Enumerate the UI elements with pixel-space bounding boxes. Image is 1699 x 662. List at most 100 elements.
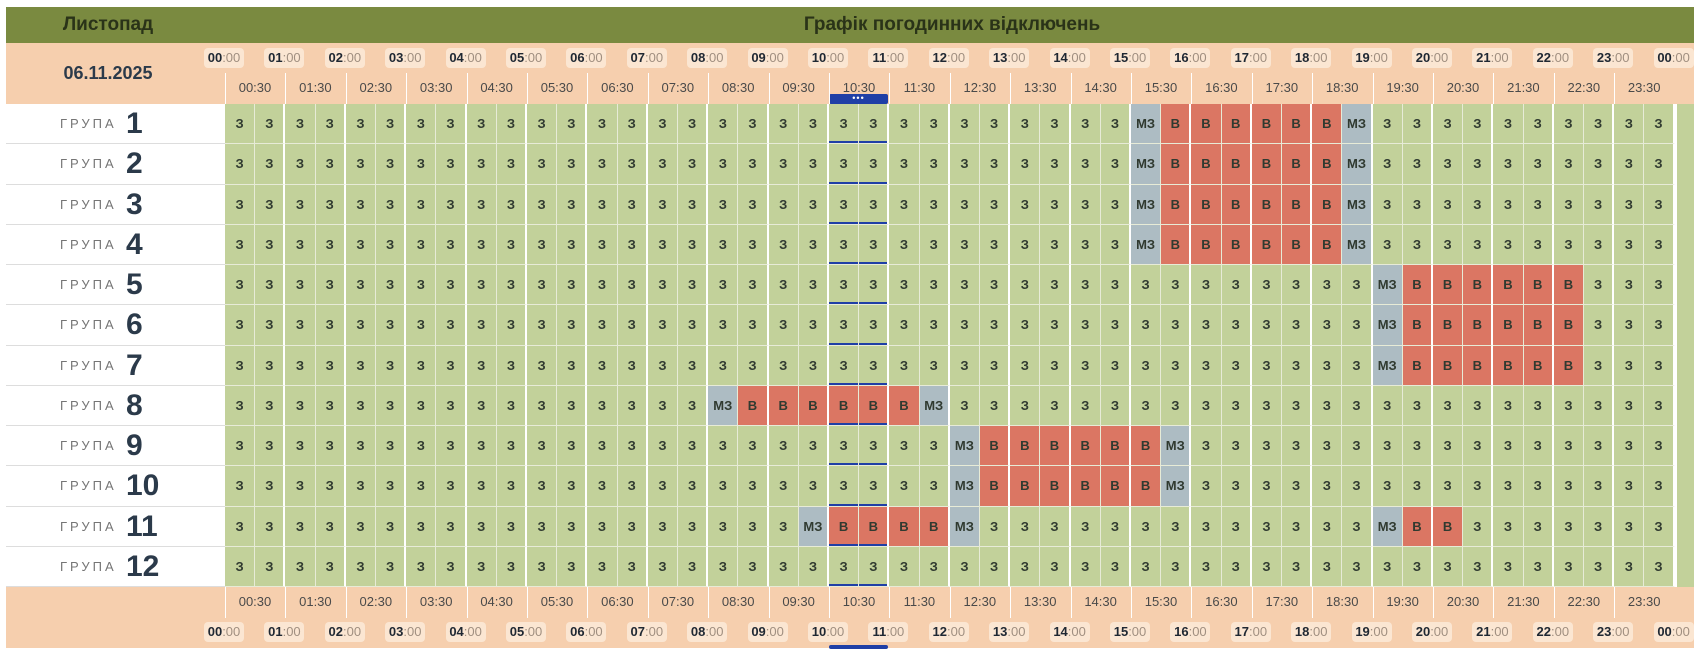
hour-label: 12:00 [928, 48, 969, 68]
hour-divider [647, 587, 649, 618]
schedule-cell-on: З [829, 184, 860, 225]
schedule-cell-on: З [708, 506, 739, 547]
schedule-cell-on: З [557, 385, 588, 426]
schedule-cell-on: З [225, 265, 256, 306]
hour-label: 14:00 [1049, 622, 1090, 642]
schedule-cell-on: З [1402, 426, 1433, 467]
schedule-cell-on: З [1463, 546, 1494, 587]
schedule-cell-off: В [1282, 144, 1313, 185]
schedule-cell-on: З [315, 184, 346, 225]
schedule-cell-on: З [1463, 385, 1494, 426]
schedule-cell-on: З [285, 224, 316, 265]
schedule-cell-on: З [768, 466, 799, 507]
group-number: 2 [126, 147, 143, 181]
schedule-cell-on: З [1614, 506, 1645, 547]
schedule-cell-on: З [1433, 466, 1464, 507]
group-word: ГРУПА [60, 518, 117, 534]
time-header-bottom: 00:00 01:00 02:00 03:00 04:00 05:00 06:00 07:00… [6, 587, 1694, 649]
schedule-cell-on: З [949, 546, 980, 587]
schedule-cell-on: З [798, 305, 829, 346]
half-hour-label: 01:30 [299, 594, 332, 609]
hour-label: 06:00 [566, 48, 607, 68]
schedule-cell-on: З [285, 305, 316, 346]
schedule-cell-on: З [225, 305, 256, 346]
hour-divider [1251, 587, 1253, 618]
schedule-cell-on: З [255, 466, 286, 507]
hour-label: 20:00 [1412, 48, 1452, 68]
group-word: ГРУПА [60, 397, 117, 413]
half-hour-label: 11:30 [903, 594, 936, 609]
schedule-cell-on: З [557, 104, 588, 145]
schedule-cell-off: В [1131, 426, 1162, 467]
schedule-cell-on: З [738, 224, 769, 265]
group-number: 5 [126, 268, 143, 301]
schedule-cell-on: З [738, 506, 769, 547]
schedule-cell-on: З [980, 546, 1011, 587]
schedule-cell-on: З [1644, 385, 1675, 426]
schedule-cell-on: З [1040, 305, 1071, 346]
schedule-cell-maybe: МЗ [1372, 305, 1403, 346]
schedule-cell-on: З [889, 104, 920, 145]
hour-label: 01:00 [264, 622, 305, 642]
schedule-cell-off: В [1010, 466, 1041, 507]
schedule-cell-on: З [1493, 184, 1524, 225]
schedule-cell-on: З [768, 144, 799, 185]
schedule-cell-on: З [255, 506, 286, 547]
schedule-cell-on: З [1312, 345, 1343, 386]
hour-label: 15:00 [1110, 48, 1150, 68]
hour-divider [527, 73, 528, 104]
schedule-cell-maybe: МЗ [949, 506, 980, 547]
schedule-cell-on: З [345, 184, 376, 225]
schedule-cell-on: З [859, 144, 890, 185]
schedule-cell-on: З [1584, 506, 1615, 547]
schedule-cell-off: В [768, 385, 799, 426]
schedule-cell-on: З [949, 104, 980, 145]
half-hour-label: 22:30 [1567, 594, 1601, 609]
hour-divider [829, 73, 830, 104]
schedule-cell-on: З [315, 104, 346, 145]
schedule-cell-on: З [1131, 345, 1162, 386]
schedule-cell-on: З [496, 184, 527, 225]
schedule-cell-on: З [466, 546, 497, 587]
schedule-cell-on: З [406, 224, 437, 265]
schedule-cell-off: В [738, 385, 769, 426]
schedule-cell-on: З [1221, 506, 1252, 547]
date-label: 06.11.2025 [63, 63, 153, 83]
schedule-cell-maybe: МЗ [949, 426, 980, 467]
schedule-cell-maybe: МЗ [1372, 506, 1403, 547]
schedule-cell-on: З [1010, 305, 1041, 346]
schedule-cell-on: З [617, 546, 648, 587]
group-schedule-row: З З З З З З З З З З З З З З З З З З З З З З З З З З З З З З З З З З З З З З МЗ… [225, 345, 1675, 386]
schedule-cell-on: З [1553, 466, 1584, 507]
group-word: ГРУПА [60, 277, 117, 292]
hour-divider [1614, 587, 1616, 618]
half-hour-label: 03:30 [419, 80, 453, 95]
schedule-cell-on: З [466, 144, 497, 185]
schedule-cell-off: В [1402, 305, 1433, 346]
schedule-cell-on: З [798, 224, 829, 265]
schedule-cell-on: З [527, 305, 558, 346]
schedule-cell-on: З [1372, 224, 1403, 265]
hour-label: 18:00 [1291, 48, 1332, 68]
hour-label: 12:00 [928, 622, 969, 642]
schedule-cell-on: З [285, 506, 316, 547]
hour-divider [1070, 587, 1072, 618]
schedule-cell-on: З [1312, 466, 1343, 507]
half-hour-label: 22:30 [1567, 80, 1601, 95]
schedule-cell-on: З [1584, 265, 1615, 306]
half-hour-label: 15:30 [1144, 80, 1178, 95]
hour-divider [406, 587, 408, 618]
schedule-cell-on: З [587, 426, 618, 467]
schedule-cell-on: З [647, 345, 678, 386]
schedule-cell-on: З [1463, 184, 1494, 225]
half-hour-label: 21:30 [1507, 80, 1540, 95]
schedule-cell-on: З [376, 385, 407, 426]
schedule-cell-on: З [527, 546, 558, 587]
hour-divider [1493, 73, 1495, 104]
schedule-cell-off: В [1010, 426, 1041, 467]
schedule-cell-off: В [1523, 265, 1554, 306]
schedule-cell-on: З [949, 385, 980, 426]
schedule-cell-on: З [496, 265, 527, 306]
schedule-cell-on: З [949, 184, 980, 225]
group-number: 11 [126, 509, 158, 543]
